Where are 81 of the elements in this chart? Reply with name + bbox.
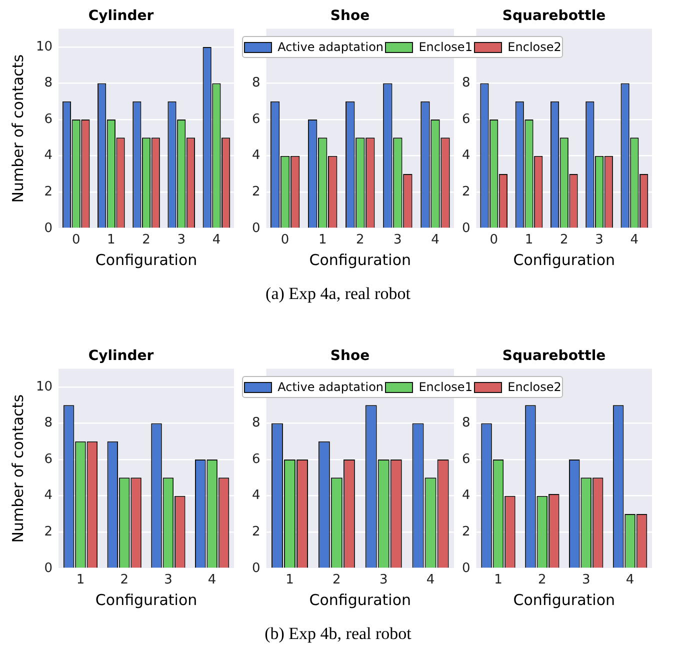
y-tick-label: 8 xyxy=(462,76,470,91)
y-tick-label: 0 xyxy=(44,220,53,236)
y-tick-label: 8 xyxy=(44,76,53,91)
y-tick-label: 4 xyxy=(44,148,53,164)
y-tick-label: 6 xyxy=(462,452,470,467)
x-tick-label: 2 xyxy=(538,572,546,588)
x-tick-label: 4 xyxy=(212,232,221,248)
y-tick-label: 2 xyxy=(462,184,470,200)
y-tick-label: 6 xyxy=(462,112,470,127)
legend-label: Active adaptation xyxy=(278,40,384,54)
x-tick-label: 4 xyxy=(431,232,440,248)
x-tick-label: 1 xyxy=(107,232,116,248)
y-tick-label: 2 xyxy=(252,184,260,200)
chart-title: Shoe xyxy=(330,348,370,364)
legend-label: Enclose2 xyxy=(508,40,562,54)
x-tick-label: 3 xyxy=(164,572,172,588)
y-tick-label: 4 xyxy=(252,488,260,504)
x-tick-label: 4 xyxy=(630,232,639,248)
x-axis-title: Configuration xyxy=(513,250,616,269)
y-tick-label: 4 xyxy=(462,488,470,504)
chart-title: Cylinder xyxy=(88,348,154,364)
x-tick-label: 3 xyxy=(394,232,402,248)
x-tick-label: 4 xyxy=(208,572,216,588)
y-tick-label: 4 xyxy=(462,148,470,164)
chart-title: Cylinder xyxy=(88,8,154,24)
x-tick-label: 0 xyxy=(490,232,498,248)
x-tick-label: 3 xyxy=(582,572,590,588)
x-tick-label: 0 xyxy=(72,232,80,248)
x-tick-label: 1 xyxy=(318,232,327,248)
x-tick-label: 3 xyxy=(177,232,186,248)
x-tick-label: 1 xyxy=(286,572,294,588)
y-tick-label: 2 xyxy=(44,184,53,200)
y-tick-label: 10 xyxy=(36,379,53,394)
y-tick-label: 2 xyxy=(462,524,470,540)
chart-title: Squarebottle xyxy=(502,8,606,24)
x-tick-label: 3 xyxy=(595,232,604,248)
x-tick-label: 2 xyxy=(142,232,150,248)
x-axis-title: Configuration xyxy=(95,590,198,609)
y-tick-label: 4 xyxy=(252,148,260,164)
y-tick-label: 2 xyxy=(44,524,53,540)
x-axis-title: Configuration xyxy=(309,250,412,269)
y-tick-label: 0 xyxy=(44,560,53,576)
y-tick-label: 8 xyxy=(252,416,260,431)
x-axis-title: Configuration xyxy=(309,590,412,609)
legend-label: Enclose1 xyxy=(418,380,472,394)
x-axis-title: Configuration xyxy=(95,250,198,269)
legend-label: Enclose1 xyxy=(418,40,472,54)
y-tick-label: 6 xyxy=(44,112,53,127)
y-tick-label: 4 xyxy=(44,488,53,504)
y-tick-label: 0 xyxy=(252,220,260,236)
y-tick-label: 8 xyxy=(462,416,470,431)
y-tick-label: 8 xyxy=(252,76,260,91)
x-tick-label: 2 xyxy=(356,232,364,248)
y-tick-label: 2 xyxy=(252,524,260,540)
y-tick-label: 0 xyxy=(462,220,470,236)
legend-label: Enclose2 xyxy=(508,380,562,394)
y-tick-label: 8 xyxy=(44,416,53,431)
x-tick-label: 4 xyxy=(626,572,634,588)
x-tick-label: 3 xyxy=(379,572,388,588)
y-tick-label: 6 xyxy=(252,452,260,467)
x-tick-label: 2 xyxy=(560,232,568,248)
y-axis-title: Number of contacts xyxy=(8,394,27,543)
chart-title: Shoe xyxy=(330,8,370,24)
y-tick-label: 6 xyxy=(44,452,53,467)
x-tick-label: 2 xyxy=(332,572,341,588)
x-tick-label: 1 xyxy=(524,232,534,248)
x-tick-label: 1 xyxy=(76,572,85,588)
text: (b) Exp 4b, real robot xyxy=(264,624,412,644)
x-tick-label: 2 xyxy=(120,572,128,588)
legend-label: Active adaptation xyxy=(278,380,384,394)
x-axis-title: Configuration xyxy=(513,590,616,609)
y-tick-label: 0 xyxy=(252,560,260,576)
x-tick-label: 4 xyxy=(426,572,435,588)
text: (a) Exp 4a, real robot xyxy=(264,284,412,304)
y-axis-title: Number of contacts xyxy=(8,54,27,203)
x-tick-label: 0 xyxy=(280,232,290,248)
x-tick-label: 1 xyxy=(494,572,502,588)
y-tick-label: 0 xyxy=(462,560,470,576)
y-tick-label: 10 xyxy=(36,39,53,54)
y-tick-label: 6 xyxy=(252,112,260,127)
chart-title: Squarebottle xyxy=(502,348,606,364)
